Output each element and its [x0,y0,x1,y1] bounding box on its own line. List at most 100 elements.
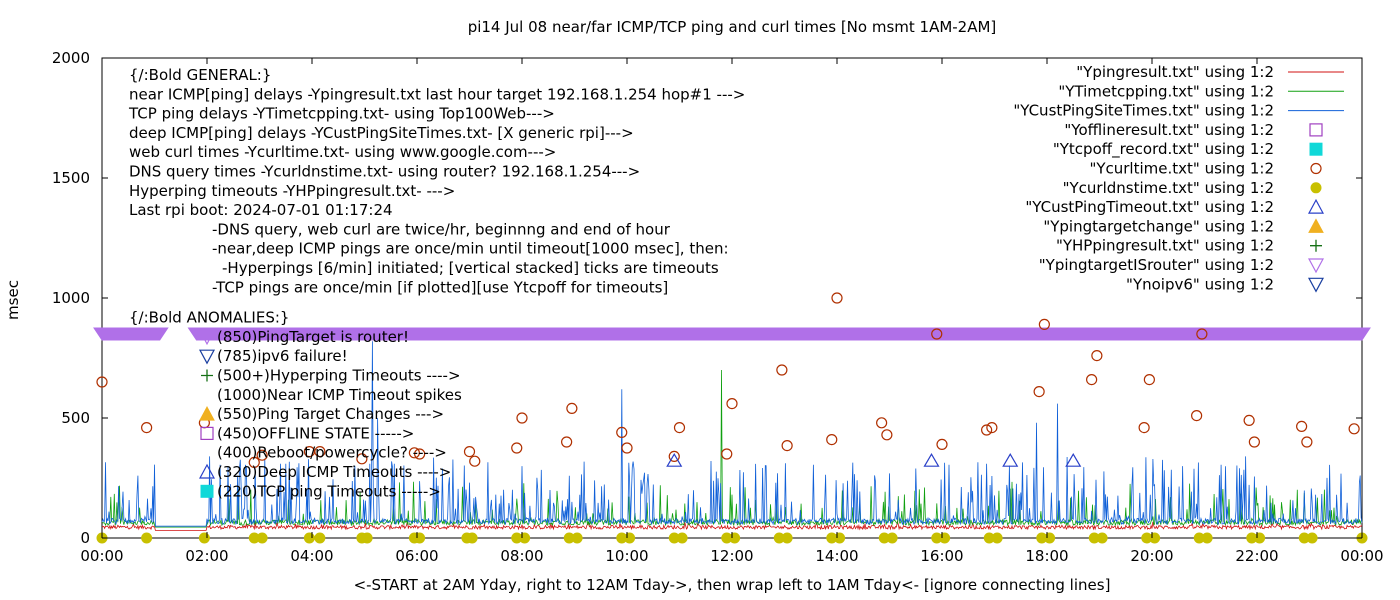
anomaly-marker-icon [201,369,213,382]
anomalies-heading: {/:Bold ANOMALIES:} [129,309,289,327]
x-tick-label: 08:00 [500,547,543,565]
curl-time-point [726,398,738,410]
anomaly-key-text: (500+)Hyperping Timeouts ----> [217,367,461,385]
dns-time-point [571,532,583,544]
x-tick-label: 22:00 [1235,547,1278,565]
anomaly-marker-icon [198,349,216,365]
dns-time-point [729,532,741,544]
legend-entry-label: "YHPpingresult.txt" using 1:2 [1056,237,1274,255]
anomaly-marker-icon [200,484,214,498]
curl-time-point [673,422,686,434]
legend-entry-label: "Yofflineresult.txt" using 1:2 [1064,121,1274,139]
curl-time-point [314,446,326,458]
curl-time-point [876,417,888,429]
deep-icmp-timeout-point [1002,453,1019,467]
curl-time-point [1296,420,1308,432]
legend-triangle-up-swatch [1307,198,1325,214]
curl-time-point [1091,350,1103,362]
curl-time-point [356,453,368,465]
x-tick-label: 00:00 [80,547,123,565]
x-tick-label: 04:00 [290,547,333,565]
dns-time-point [466,532,478,544]
x-tick-label: 06:00 [395,547,438,565]
dns-time-point [314,532,326,544]
axes: 0 500 1000 1500 2000 00:00 02:00 04:00 06:00 08:0… [52,49,1384,565]
dns-time-point [198,532,210,544]
anomaly-key-text: (550)Ping Target Changes ---> [217,405,444,423]
legend-circle-filled-swatch [1310,182,1322,194]
curl-time-point [1038,318,1050,330]
dns-time-point [781,532,793,544]
dns-time-point [256,532,268,544]
curl-time-point [721,448,733,460]
info-line: -TCP pings are once/min [if plotted][use… [212,278,668,296]
curl-time-point [248,456,260,468]
dns-time-point [991,532,1003,544]
curl-time-point [616,426,628,438]
curl-time-point [408,447,420,459]
legend-entry-label: "Ypingresult.txt" using 1:2 [1076,63,1274,81]
y-tick-label: 1000 [52,289,90,307]
dns-time-point [1149,532,1161,544]
curl-time-point [516,412,528,424]
curl-time-point [511,442,523,454]
legend-entry-label: "Ytcpoff_record.txt" using 1:2 [1053,140,1274,159]
info-line: {/:Bold GENERAL:} [129,66,271,84]
curl-time-point [469,455,481,467]
chart-title: pi14 Jul 08 near/far ICMP/TCP ping and c… [468,18,997,36]
legend-triangle-down-swatch [1307,277,1325,293]
info-line: deep ICMP[ping] delays -YCustPingSiteTim… [129,124,634,142]
curl-time-point [463,446,476,458]
router-target-band-0 [93,327,169,341]
curl-time-point [1243,414,1255,426]
x-axis-label: <-START at 2AM Yday, right to 12AM Tday-… [354,576,1111,594]
curl-time-point [1348,423,1360,435]
anomaly-marker-icon [199,406,215,421]
dns-time-point [676,532,688,544]
legend-circle-swatch [1310,162,1322,175]
curl-time-point [831,292,843,304]
info-line: -near,deep ICMP pings are once/min until… [212,240,729,258]
y-tick-label: 0 [80,529,90,547]
curl-time-point [1301,436,1313,448]
legend-entry-label: "Ypingtargetchange" using 1:2 [1043,217,1274,235]
y-tick-label: 2000 [52,49,90,67]
legend-entry-label: "YTimetcpping.txt" using 1:2 [1058,82,1274,100]
curl-time-point [781,440,793,452]
curl-time-point [414,448,426,460]
x-tick-label: 10:00 [605,547,648,565]
curl-time-point [826,434,838,446]
anomaly-marker-icon [198,330,216,346]
curl-time-point [1143,374,1155,386]
legend-triangle-up-filled-swatch [1308,218,1324,233]
series-line-ytimetcpping-txt [101,369,1363,528]
curl-time-point [668,450,680,462]
info-line: -Hyperpings [6/min] initiated; [vertical… [222,259,719,277]
info-line: near ICMP[ping] delays -Ypingresult.txt … [129,85,745,103]
anomaly-key-text: (220)TCP ping Timeouts -----> [217,482,441,500]
x-tick-label: 20:00 [1130,547,1173,565]
x-tick-label: 16:00 [920,547,963,565]
info-line: -DNS query, web curl are twice/hr, begin… [212,220,671,238]
anomaly-key-text: (400)Reboot/powercycle? ----> [217,444,447,462]
dns-time-point [834,532,846,544]
legend-triangle-down-swatch [1307,258,1325,274]
legend: "Ypingresult.txt" using 1:2"YTimetcpping… [1013,63,1344,293]
anomaly-key-text: (450)OFFLINE STATE -----> [217,424,414,442]
curl-time-point [1196,328,1208,340]
legend-square-filled-swatch [1309,142,1323,156]
data-marks [93,292,1371,544]
legend-entry-label: "YCustPingSiteTimes.txt" using 1:2 [1013,102,1274,120]
curl-time-point [1191,410,1203,422]
dns-time-point [886,532,898,544]
series-line-ypingresult-txt [101,520,1363,531]
anomaly-key-text: (1000)Near ICMP Timeout spikes [217,386,462,404]
x-tick-label: 12:00 [710,547,753,565]
x-tick-label: 02:00 [185,547,228,565]
x-tick-label: 14:00 [815,547,858,565]
dns-time-point [939,532,951,544]
curl-time-point [1138,422,1150,434]
curl-time-point [96,376,108,388]
anomaly-key-text: (785)ipv6 failure! [217,347,348,365]
